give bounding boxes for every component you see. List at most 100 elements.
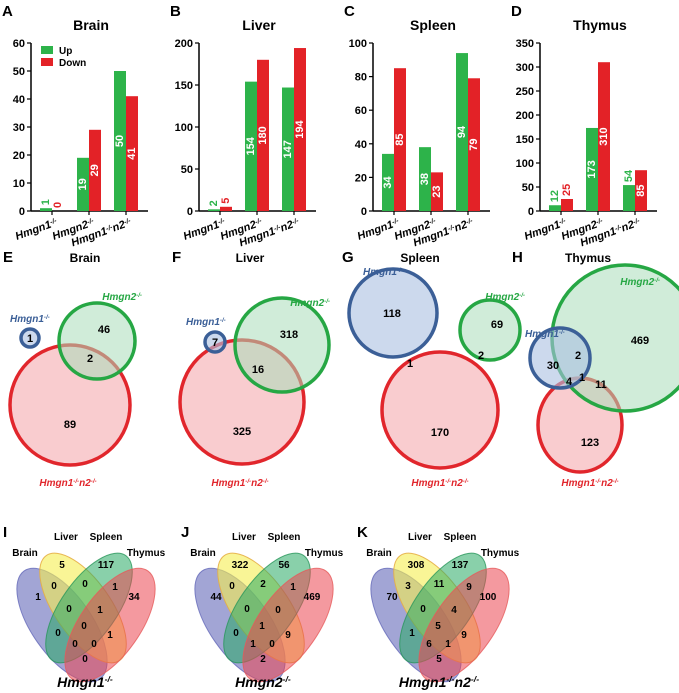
genotype-superscript: -/- <box>446 674 454 684</box>
y-tick-label: 20 <box>13 150 25 162</box>
genotype-text: n2 <box>111 219 127 235</box>
genotype-text: Hmgn1 <box>561 478 595 489</box>
region-count: 2 <box>260 579 266 590</box>
set-label-n1: Hmgn1-/- <box>363 267 403 279</box>
genotype-superscript: -/- <box>105 674 113 684</box>
y-tick-label: 30 <box>13 122 25 134</box>
set-label: Liver <box>54 532 78 543</box>
legend-swatch-up <box>41 46 53 54</box>
genotype-superscript: -/- <box>559 329 565 336</box>
genotype-text: n2 <box>451 478 463 489</box>
bar-value-label: 25 <box>561 184 573 196</box>
region-count: 123 <box>581 437 599 449</box>
genotype-superscript: -/- <box>245 478 251 485</box>
bar-up <box>77 157 89 211</box>
genotype-text: Hmgn1 <box>399 674 447 690</box>
set-label-n2: Hmgn2-/- <box>102 292 142 304</box>
set-label: Thymus <box>127 548 166 559</box>
y-tick-label: 50 <box>181 164 193 176</box>
genotype-text: Hmgn1 <box>523 219 562 243</box>
venn-title: Thymus <box>565 251 611 265</box>
bar-down <box>126 96 138 211</box>
y-tick-label: 40 <box>355 139 367 151</box>
bar-down <box>598 62 610 212</box>
chart-title: Liver <box>242 17 276 33</box>
genotype-text: Hmgn2 <box>485 292 519 303</box>
bar-down <box>294 48 306 211</box>
genotype-superscript: -/- <box>254 217 263 226</box>
venn-ellipse-thymus <box>242 567 334 683</box>
genotype-text: Hmgn2 <box>102 292 136 303</box>
bar-value-label: 94 <box>456 125 468 138</box>
genotype-superscript: -/- <box>447 223 456 232</box>
region-count: 2 <box>87 353 93 365</box>
bar-value-label: 0 <box>52 202 64 208</box>
region-count: 1 <box>259 621 265 632</box>
panel-letter: F <box>172 249 181 266</box>
region-count: 6 <box>426 639 432 650</box>
genotype-superscript: -/- <box>445 478 451 485</box>
region-count: 0 <box>82 579 88 590</box>
bar-value-label: 173 <box>586 160 598 178</box>
genotype-text: Hmgn1 <box>39 478 73 489</box>
y-tick-label: 150 <box>175 80 193 92</box>
bar-down <box>635 170 647 211</box>
set-label: Liver <box>408 532 432 543</box>
legend-swatch-down <box>41 58 53 66</box>
genotype-text: n2 <box>79 478 91 489</box>
bar-up <box>586 127 598 211</box>
bar-down <box>561 199 573 211</box>
set-label: Brain <box>190 548 216 559</box>
region-count: 1 <box>250 639 256 650</box>
genotype-superscript: -/- <box>324 298 330 305</box>
y-tick-label: 0 <box>361 206 367 218</box>
set-label-n2: Hmgn2-/- <box>290 298 330 310</box>
genotype-text: Hmgn1 <box>182 219 221 243</box>
genotype-superscript: -/- <box>291 217 300 226</box>
genotype-text: n2 <box>279 219 295 235</box>
region-count: 325 <box>233 426 251 438</box>
region-count: 1 <box>407 358 413 370</box>
region-count: 0 <box>55 628 61 639</box>
bar-value-label: 310 <box>598 127 610 145</box>
venn-circle-red <box>380 350 500 470</box>
region-count: 7 <box>212 337 218 349</box>
set-label: Liver <box>232 532 256 543</box>
region-count: 4 <box>566 376 573 388</box>
region-count: 2 <box>260 654 266 665</box>
set-label: Thymus <box>481 548 520 559</box>
genotype-superscript: -/- <box>632 217 641 226</box>
bar-up <box>208 209 220 211</box>
genotype-superscript: -/- <box>273 223 282 232</box>
genotype-text: Hmgn1 <box>57 674 105 690</box>
bar-down <box>257 59 269 211</box>
y-tick-label: 350 <box>516 38 534 50</box>
region-count: 0 <box>420 604 426 615</box>
region-count: 2 <box>575 350 581 362</box>
bar-down <box>220 206 232 211</box>
region-count: 0 <box>72 639 78 650</box>
region-count: 469 <box>304 592 321 603</box>
venn-ellipse-thymus <box>418 567 510 683</box>
genotype-superscript: -/- <box>397 267 403 274</box>
venn-thymus: H ThymusHmgn1-/-Hmgn2-/-Hmgn1-/-n2-/-3046… <box>512 249 679 489</box>
region-count: 5 <box>59 560 65 571</box>
venn-spleen: G SpleenHmgn1-/-Hmgn2-/-Hmgn1-/-n2-/-1186… <box>342 249 525 489</box>
bar-down <box>468 78 480 211</box>
set-label: Thymus <box>305 548 344 559</box>
y-tick-label: 80 <box>355 72 367 84</box>
genotype-superscript: -/- <box>105 223 114 232</box>
bar-value-label: 85 <box>394 133 406 145</box>
region-count: 3 <box>405 581 411 592</box>
region-count: 1 <box>107 630 113 641</box>
set-label-dko: Hmgn1-/-n2-/- <box>211 478 268 490</box>
bar-up <box>549 205 561 211</box>
genotype-superscript: -/- <box>614 223 623 232</box>
bar-value-label: 194 <box>294 119 306 138</box>
region-count: 16 <box>252 364 264 376</box>
region-count: 44 <box>210 592 222 603</box>
region-count: 318 <box>280 329 298 341</box>
venn-circle-green <box>57 301 137 381</box>
